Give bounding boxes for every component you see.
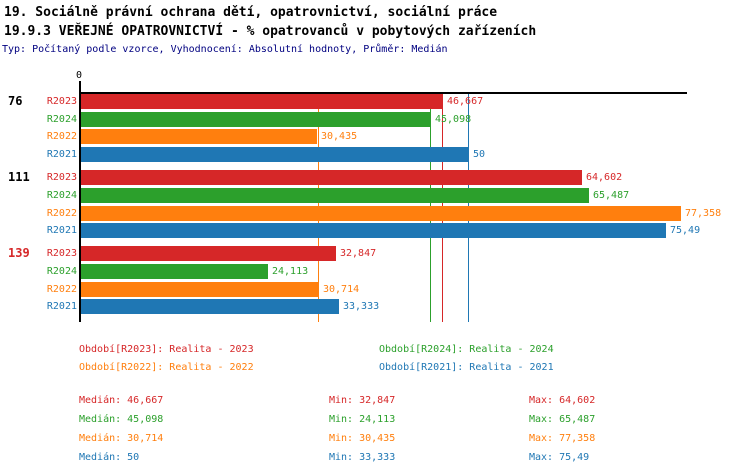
bar-year-label-139-r2024: R2024 xyxy=(46,266,77,277)
stat-min-r2021: Min: 33,333 xyxy=(329,452,396,463)
bar-139-r2022 xyxy=(81,282,319,297)
bar-76-r2021 xyxy=(81,147,469,162)
bar-value-label-139-r2023: 32,847 xyxy=(340,248,377,259)
bar-year-label-76-r2022: R2022 xyxy=(46,131,77,142)
stat-min-r2024: Min: 24,113 xyxy=(329,414,396,425)
bar-76-r2024 xyxy=(81,112,431,127)
stat-max-r2023: Max: 64,602 xyxy=(529,395,596,406)
page-title: 19. Sociálně právní ochrana dětí, opatro… xyxy=(4,5,498,20)
bar-chart: 0 76 R2023 46,667 R2024 45,098 R2022 30,435 R20… xyxy=(8,70,741,322)
stat-min-r2022: Min: 30,435 xyxy=(329,433,396,444)
bar-111-r2024 xyxy=(81,188,589,203)
bar-year-label-139-r2022: R2022 xyxy=(46,284,77,295)
x-axis-line xyxy=(80,92,687,94)
y-axis-line xyxy=(79,81,81,322)
bar-139-r2021 xyxy=(81,299,339,314)
bar-year-label-111-r2024: R2024 xyxy=(46,190,77,201)
bar-row-111-r2024: 65,487 xyxy=(81,188,741,203)
bar-row-76-r2023: 46,667 xyxy=(81,94,741,109)
bar-year-label-111-r2023: R2023 xyxy=(46,172,77,183)
legend-item-r2024: Období[R2024]: Realita - 2024 xyxy=(379,344,554,355)
bar-year-label-76-r2021: R2021 xyxy=(46,149,77,160)
bar-value-label-139-r2024: 24,113 xyxy=(272,266,309,277)
bar-year-label-76-r2023: R2023 xyxy=(46,96,77,107)
group-label-139: 139 xyxy=(8,246,30,260)
bar-value-label-76-r2022: 30,435 xyxy=(321,131,358,142)
bar-value-label-111-r2022: 77,358 xyxy=(685,208,722,219)
stat-max-r2024: Max: 65,487 xyxy=(529,414,596,425)
bar-76-r2023 xyxy=(81,94,443,109)
bar-row-111-r2022: 77,358 xyxy=(81,206,741,221)
stat-max-r2022: Max: 77,358 xyxy=(529,433,596,444)
bar-value-label-76-r2021: 50 xyxy=(473,149,486,160)
bar-139-r2024 xyxy=(81,264,268,279)
stat-max-r2021: Max: 75,49 xyxy=(529,452,590,463)
chart-meta-line: Typ: Počítaný podle vzorce, Vyhodnocení:… xyxy=(2,44,448,55)
page-subtitle-indicator: 19.9.3 VEŘEJNÉ OPATROVNICTVÍ - % opatrov… xyxy=(4,24,537,39)
stat-median-r2024: Medián: 45,098 xyxy=(79,414,164,425)
bar-year-label-139-r2023: R2023 xyxy=(46,248,77,259)
bar-value-label-111-r2021: 75,49 xyxy=(670,225,701,236)
stat-median-r2023: Medián: 46,667 xyxy=(79,395,164,406)
bar-year-label-76-r2024: R2024 xyxy=(46,114,77,125)
bar-year-label-111-r2022: R2022 xyxy=(46,208,77,219)
bar-row-139-r2024: 24,113 xyxy=(81,264,741,279)
bar-value-label-111-r2023: 64,602 xyxy=(586,172,623,183)
bar-76-r2022 xyxy=(81,129,317,144)
legend-item-r2023: Období[R2023]: Realita - 2023 xyxy=(79,344,254,355)
bar-value-label-139-r2021: 33,333 xyxy=(343,301,380,312)
bar-row-111-r2023: 64,602 xyxy=(81,170,741,185)
bar-year-label-111-r2021: R2021 xyxy=(46,225,77,236)
bar-111-r2021 xyxy=(81,223,666,238)
bar-row-139-r2023: 32,847 xyxy=(81,246,741,261)
stat-median-r2021: Medián: 50 xyxy=(79,452,140,463)
bar-value-label-111-r2024: 65,487 xyxy=(593,190,630,201)
bar-row-139-r2021: 33,333 xyxy=(81,299,741,314)
bar-row-76-r2024: 45,098 xyxy=(81,112,741,127)
stat-min-r2023: Min: 32,847 xyxy=(329,395,396,406)
bar-139-r2023 xyxy=(81,246,336,261)
stat-median-r2022: Medián: 30,714 xyxy=(79,433,164,444)
group-label-76: 76 xyxy=(8,94,23,108)
bar-value-label-76-r2024: 45,098 xyxy=(435,114,472,125)
x-axis-zero-tick-label: 0 xyxy=(76,70,83,81)
legend-item-r2022: Období[R2022]: Realita - 2022 xyxy=(79,362,254,373)
bar-row-76-r2022: 30,435 xyxy=(81,129,741,144)
bar-row-76-r2021: 50 xyxy=(81,147,741,162)
bar-row-111-r2021: 75,49 xyxy=(81,223,741,238)
group-label-111: 111 xyxy=(8,170,30,184)
legend-item-r2021: Období[R2021]: Realita - 2021 xyxy=(379,362,554,373)
bar-value-label-139-r2022: 30,714 xyxy=(323,284,360,295)
bar-row-139-r2022: 30,714 xyxy=(81,282,741,297)
bar-111-r2022 xyxy=(81,206,681,221)
bar-value-label-76-r2023: 46,667 xyxy=(447,96,484,107)
bar-year-label-139-r2021: R2021 xyxy=(46,301,77,312)
bar-111-r2023 xyxy=(81,170,582,185)
